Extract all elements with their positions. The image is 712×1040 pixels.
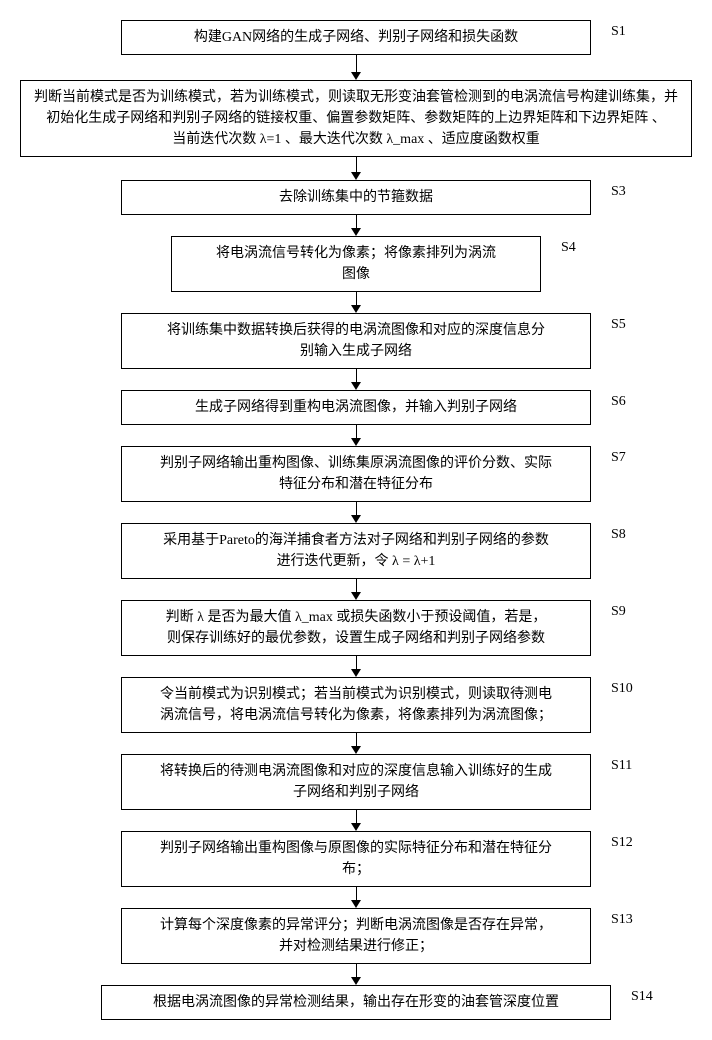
arrow-down-icon	[351, 425, 361, 446]
step-text-line: 去除训练集中的节箍数据	[132, 187, 580, 208]
arrow-down-icon	[351, 964, 361, 985]
step-s12: 判别子网络输出重构图像与原图像的实际特征分布和潜在特征分布； S12	[10, 831, 702, 887]
step-box: 判别子网络输出重构图像、训练集原涡流图像的评价分数、实际特征分布和潜在特征分布	[121, 446, 591, 502]
step-text-line: 则保存训练好的最优参数，设置生成子网络和判别子网络参数	[132, 628, 580, 649]
step-label: S7	[611, 450, 626, 466]
step-s7: 判别子网络输出重构图像、训练集原涡流图像的评价分数、实际特征分布和潜在特征分布 S…	[10, 446, 702, 502]
arrow-down-icon	[351, 656, 361, 677]
step-label: S8	[611, 527, 626, 543]
arrow-down-icon	[351, 157, 361, 180]
arrow-down-icon	[351, 215, 361, 236]
arrow-down-icon	[351, 502, 361, 523]
step-label: S4	[561, 240, 576, 256]
step-text-line: 图像	[182, 264, 530, 285]
step-box: 去除训练集中的节箍数据	[121, 180, 591, 215]
step-label: S9	[611, 604, 626, 620]
step-box: 构建GAN网络的生成子网络、判别子网络和损失函数	[121, 20, 591, 55]
step-text-line: 构建GAN网络的生成子网络、判别子网络和损失函数	[132, 27, 580, 48]
step-text-line: 进行迭代更新，令 λ = λ+1	[132, 551, 580, 572]
step-box: 判别子网络输出重构图像与原图像的实际特征分布和潜在特征分布；	[121, 831, 591, 887]
step-text-line: 判断当前模式是否为训练模式，若为训练模式，则读取无形变油套管检测到的电涡流信号构…	[31, 87, 681, 108]
step-s4: 将电涡流信号转化为像素；将像素排列为涡流图像 S4	[10, 236, 702, 292]
step-text-line: 别输入生成子网络	[132, 341, 580, 362]
step-label: S11	[611, 758, 632, 774]
arrow-down-icon	[351, 55, 361, 80]
step-text-line: 判别子网络输出重构图像、训练集原涡流图像的评价分数、实际	[132, 453, 580, 474]
step-s10: 令当前模式为识别模式；若当前模式为识别模式，则读取待测电涡流信号，将电涡流信号转…	[10, 677, 702, 733]
step-box: 将训练集中数据转换后获得的电涡流图像和对应的深度信息分别输入生成子网络	[121, 313, 591, 369]
step-text-line: 将电涡流信号转化为像素；将像素排列为涡流	[182, 243, 530, 264]
step-box: 采用基于Pareto的海洋捕食者方法对子网络和判别子网络的参数进行迭代更新，令 …	[121, 523, 591, 579]
step-label: S1	[611, 24, 626, 40]
arrow-down-icon	[351, 810, 361, 831]
step-box: 计算每个深度像素的异常评分；判断电涡流图像是否存在异常，并对检测结果进行修正；	[121, 908, 591, 964]
step-text-line: 计算每个深度像素的异常评分；判断电涡流图像是否存在异常，	[132, 915, 580, 936]
step-box: 判断 λ 是否为最大值 λ_max 或损失函数小于预设阈值，若是，则保存训练好的…	[121, 600, 591, 656]
step-s14: 根据电涡流图像的异常检测结果，输出存在形变的油套管深度位置 S14	[10, 985, 702, 1020]
step-label: S14	[631, 989, 653, 1005]
step-box: 生成子网络得到重构电涡流图像，并输入判别子网络	[121, 390, 591, 425]
step-text-line: 并对检测结果进行修正；	[132, 936, 580, 957]
step-label: S6	[611, 394, 626, 410]
step-box: 根据电涡流图像的异常检测结果，输出存在形变的油套管深度位置	[101, 985, 611, 1020]
step-text-line: 生成子网络得到重构电涡流图像，并输入判别子网络	[132, 397, 580, 418]
step-text-line: 令当前模式为识别模式；若当前模式为识别模式，则读取待测电	[132, 684, 580, 705]
step-text-line: 初始化生成子网络和判别子网络的链接权重、偏置参数矩阵、参数矩阵的上边界矩阵和下边…	[31, 108, 681, 129]
step-text-line: 涡流信号，将电涡流信号转化为像素，将像素排列为涡流图像；	[132, 705, 580, 726]
flowchart: 构建GAN网络的生成子网络、判别子网络和损失函数 S1 判断当前模式是否为训练模式，…	[10, 20, 702, 1020]
step-label: S3	[611, 184, 626, 200]
step-text-line: 子网络和判别子网络	[132, 782, 580, 803]
step-text-line: 当前迭代次数 λ=1 、最大迭代次数 λ_max 、适应度函数权重	[31, 129, 681, 150]
step-label: S10	[611, 681, 633, 697]
step-text-line: 判别子网络输出重构图像与原图像的实际特征分布和潜在特征分	[132, 838, 580, 859]
arrow-down-icon	[351, 369, 361, 390]
step-text-line: 将训练集中数据转换后获得的电涡流图像和对应的深度信息分	[132, 320, 580, 341]
step-s8: 采用基于Pareto的海洋捕食者方法对子网络和判别子网络的参数进行迭代更新，令 …	[10, 523, 702, 579]
step-s3: 去除训练集中的节箍数据 S3	[10, 180, 702, 215]
step-box: 判断当前模式是否为训练模式，若为训练模式，则读取无形变油套管检测到的电涡流信号构…	[20, 80, 692, 157]
step-label: S5	[611, 317, 626, 333]
step-box: 将电涡流信号转化为像素；将像素排列为涡流图像	[171, 236, 541, 292]
step-s5: 将训练集中数据转换后获得的电涡流图像和对应的深度信息分别输入生成子网络 S5	[10, 313, 702, 369]
arrow-down-icon	[351, 579, 361, 600]
step-text-line: 特征分布和潜在特征分布	[132, 474, 580, 495]
step-text-line: 根据电涡流图像的异常检测结果，输出存在形变的油套管深度位置	[112, 992, 600, 1013]
step-box: 将转换后的待测电涡流图像和对应的深度信息输入训练好的生成子网络和判别子网络	[121, 754, 591, 810]
step-s9: 判断 λ 是否为最大值 λ_max 或损失函数小于预设阈值，若是，则保存训练好的…	[10, 600, 702, 656]
arrow-down-icon	[351, 887, 361, 908]
step-text-line: 将转换后的待测电涡流图像和对应的深度信息输入训练好的生成	[132, 761, 580, 782]
step-s2: 判断当前模式是否为训练模式，若为训练模式，则读取无形变油套管检测到的电涡流信号构…	[10, 80, 702, 157]
arrow-down-icon	[351, 292, 361, 313]
step-s13: 计算每个深度像素的异常评分；判断电涡流图像是否存在异常，并对检测结果进行修正； S…	[10, 908, 702, 964]
step-box: 令当前模式为识别模式；若当前模式为识别模式，则读取待测电涡流信号，将电涡流信号转…	[121, 677, 591, 733]
step-text-line: 采用基于Pareto的海洋捕食者方法对子网络和判别子网络的参数	[132, 530, 580, 551]
step-s1: 构建GAN网络的生成子网络、判别子网络和损失函数 S1	[10, 20, 702, 55]
step-text-line: 判断 λ 是否为最大值 λ_max 或损失函数小于预设阈值，若是，	[132, 607, 580, 628]
step-label: S13	[611, 912, 633, 928]
step-s6: 生成子网络得到重构电涡流图像，并输入判别子网络 S6	[10, 390, 702, 425]
arrow-down-icon	[351, 733, 361, 754]
step-s11: 将转换后的待测电涡流图像和对应的深度信息输入训练好的生成子网络和判别子网络 S11	[10, 754, 702, 810]
step-text-line: 布；	[132, 859, 580, 880]
step-label: S12	[611, 835, 633, 851]
